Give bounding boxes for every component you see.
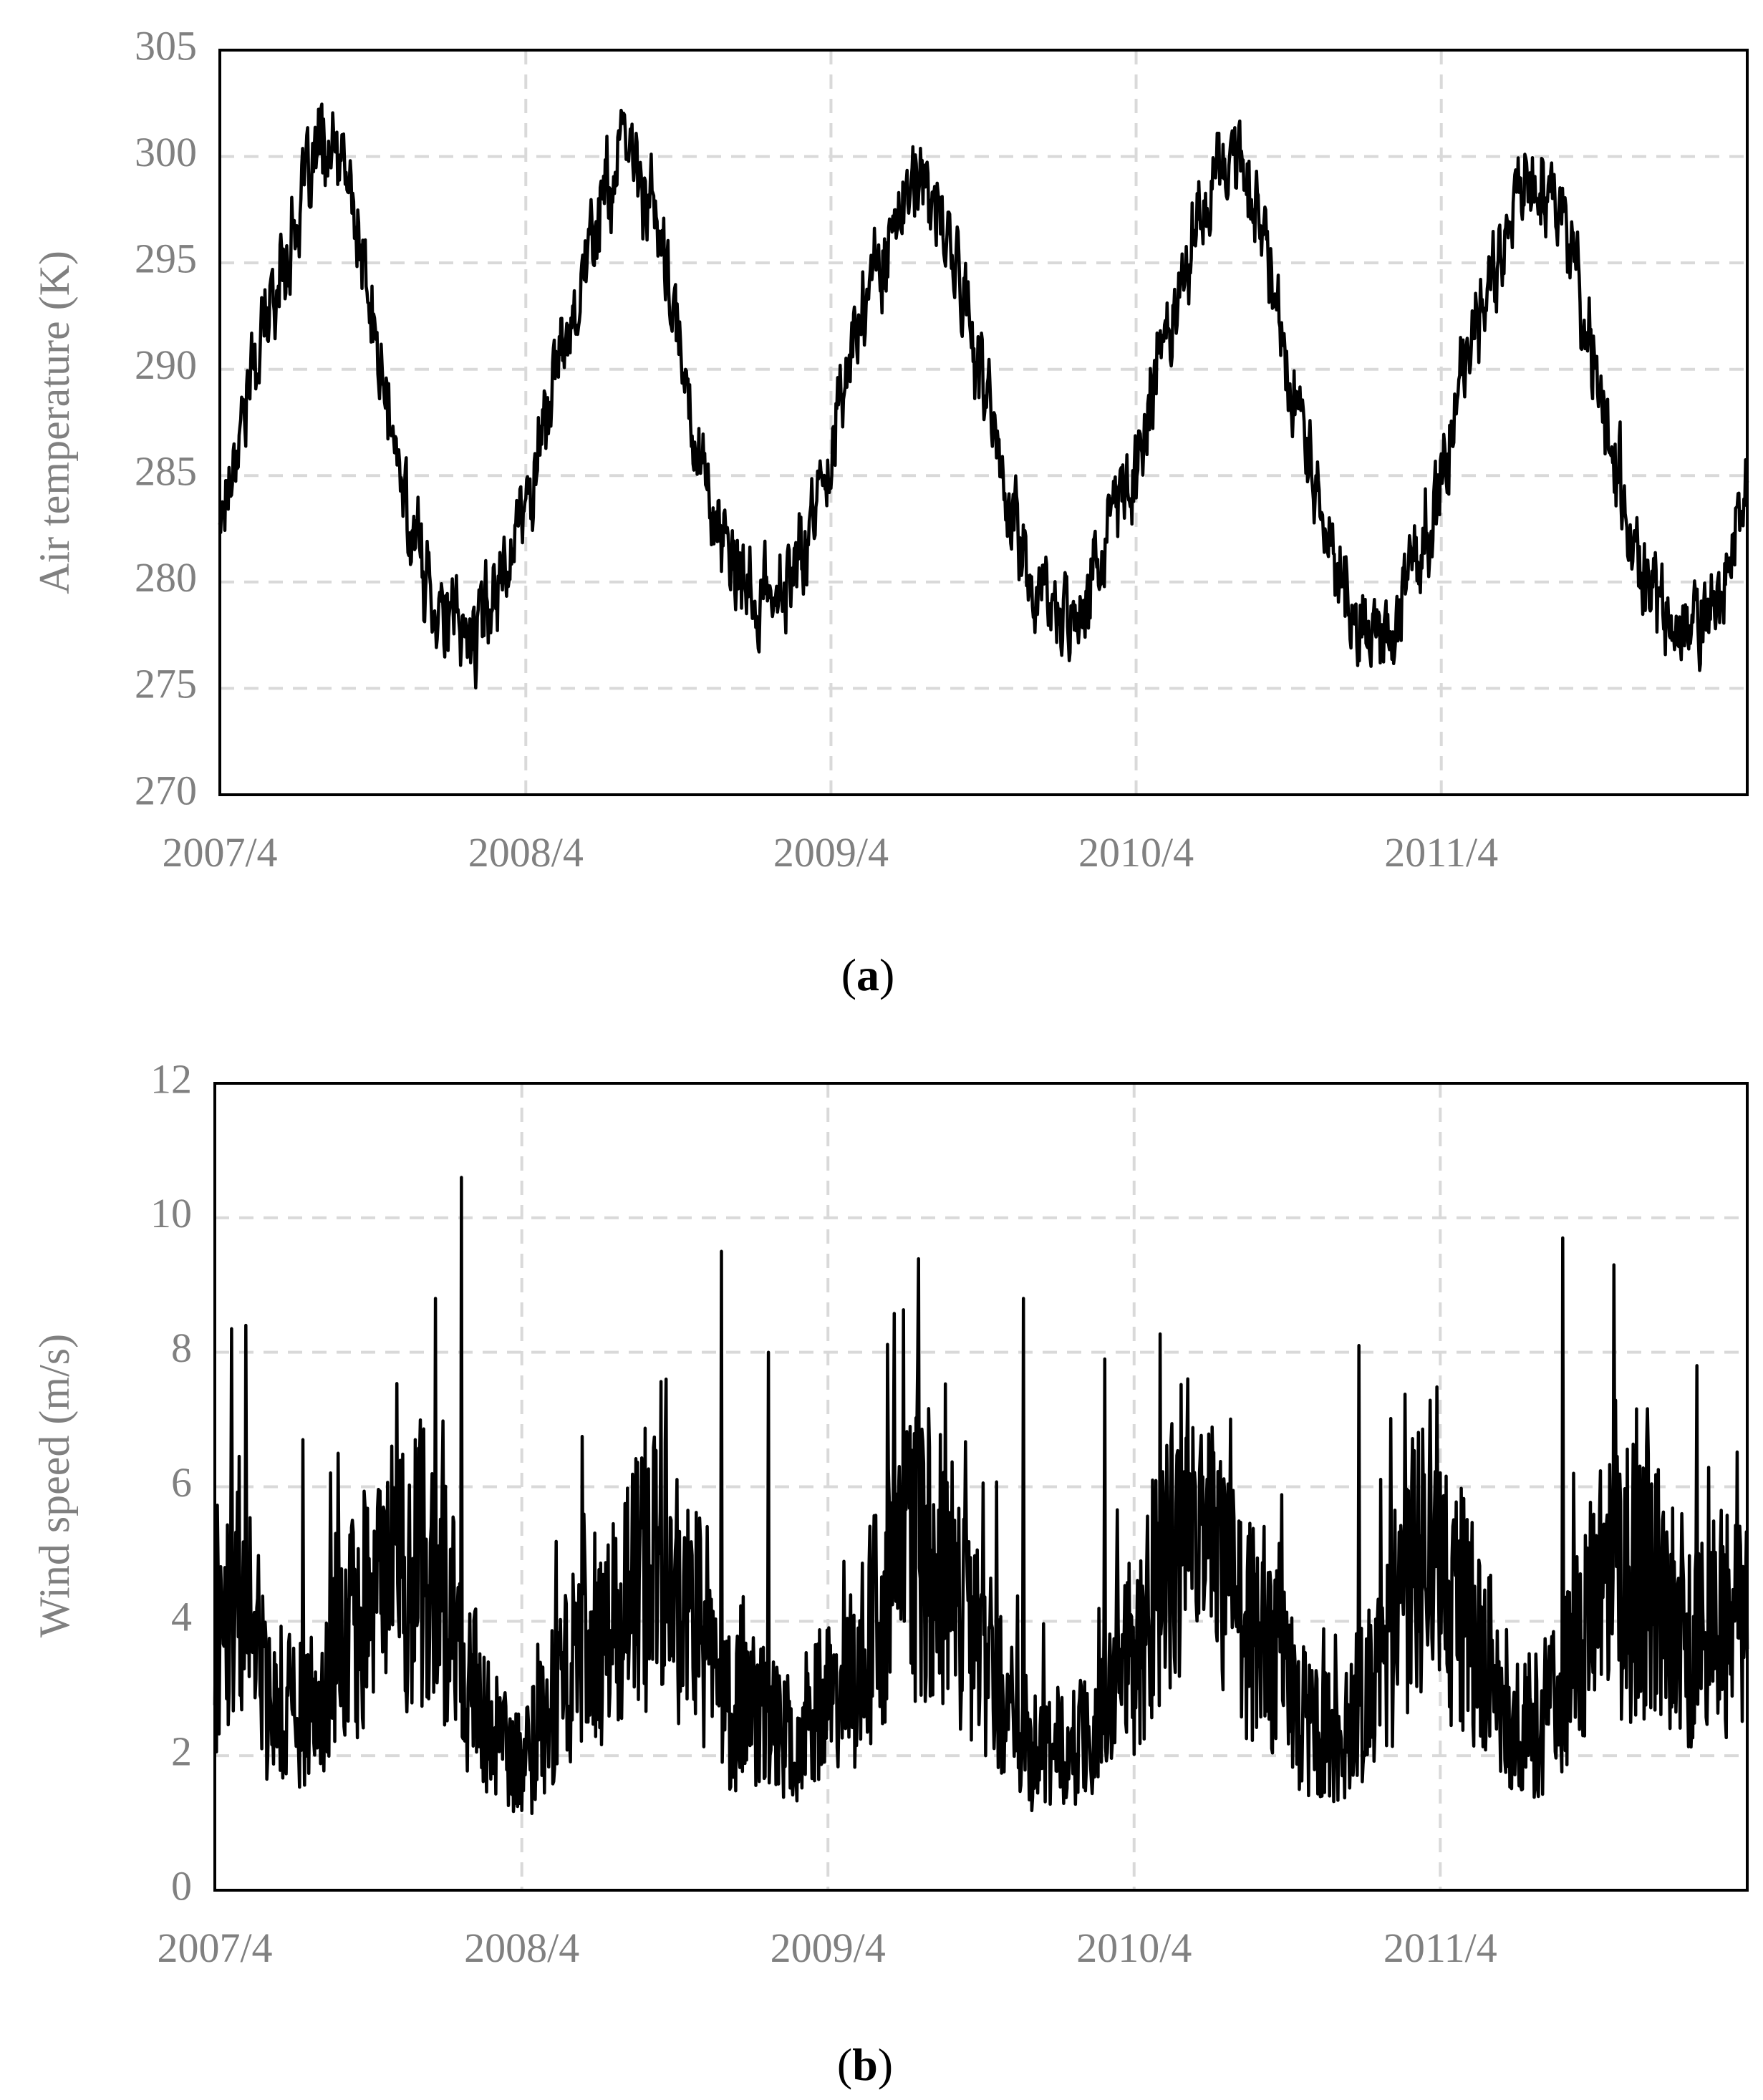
- series-a: [218, 102, 1749, 689]
- y-tick-label-a: 280: [135, 554, 197, 601]
- y-axis-label-a: Air temperature (K): [31, 251, 78, 594]
- y-tick-label-a: 290: [135, 342, 197, 388]
- y-tick-label-a: 285: [135, 448, 197, 495]
- plot-frame-a: [218, 49, 1749, 796]
- caption-a-letter: a: [856, 949, 879, 1000]
- x-tick-label-b: 2010/4: [1076, 1925, 1192, 1971]
- x-tick-labels-b: 2007/4 2008/4 2009/4 2010/4 2011/4: [157, 1925, 1497, 1971]
- y-tick-label-b: 4: [171, 1594, 192, 1640]
- y-tick-label-a: 270: [135, 767, 197, 813]
- x-tick-label-a: 2010/4: [1078, 829, 1194, 876]
- caption-b: (b): [837, 2039, 893, 2090]
- series-line-a: [218, 102, 1749, 689]
- y-tick-label-a: 275: [135, 661, 197, 707]
- caption-a-close: ): [879, 949, 894, 1000]
- y-tick-labels-b: 0 2 4 6 8 10 12: [150, 1055, 192, 1909]
- caption-a-open: (: [841, 949, 856, 1000]
- x-tick-label-a: 2011/4: [1384, 829, 1498, 876]
- panel-wind-speed: 0 2 4 6 8 10 12 2007/4 2008/4 2009/4 2010/4 2011/4…: [31, 1055, 1749, 2090]
- y-tick-label-a: 305: [135, 22, 197, 69]
- y-tick-label-b: 0: [171, 1862, 192, 1909]
- y-tick-label-b: 10: [150, 1190, 192, 1237]
- x-tick-label-b: 2007/4: [157, 1925, 272, 1971]
- caption-b-close: ): [878, 2039, 893, 2090]
- x-tick-labels-a: 2007/4 2008/4 2009/4 2010/4 2011/4: [162, 829, 1498, 876]
- y-axis-label-b: Wind speed (m/s): [31, 1334, 78, 1637]
- y-tick-label-a: 295: [135, 235, 197, 281]
- x-tick-label-b: 2011/4: [1383, 1925, 1497, 1971]
- x-tick-label-b: 2009/4: [771, 1925, 886, 1971]
- x-tick-label-a: 2008/4: [468, 829, 584, 876]
- y-tick-label-a: 300: [135, 129, 197, 175]
- series-b: [213, 1176, 1749, 1816]
- caption-a: (a): [841, 949, 895, 1000]
- x-tick-label-b: 2008/4: [464, 1925, 579, 1971]
- x-tick-label-a: 2009/4: [773, 829, 889, 876]
- y-tick-label-b: 6: [171, 1459, 192, 1506]
- y-tick-label-b: 12: [150, 1055, 192, 1102]
- y-tick-labels-a: 270 275 280 285 290 295 300 305: [135, 22, 197, 813]
- plot-frame-b: [213, 1082, 1749, 1892]
- caption-b-open: (: [837, 2039, 852, 2090]
- caption-b-letter: b: [852, 2039, 878, 2090]
- x-tick-label-a: 2007/4: [162, 829, 277, 876]
- series-line-b: [213, 1176, 1749, 1816]
- grid-a: [220, 50, 1747, 795]
- y-tick-label-b: 8: [171, 1325, 192, 1371]
- y-tick-label-b: 2: [171, 1728, 192, 1774]
